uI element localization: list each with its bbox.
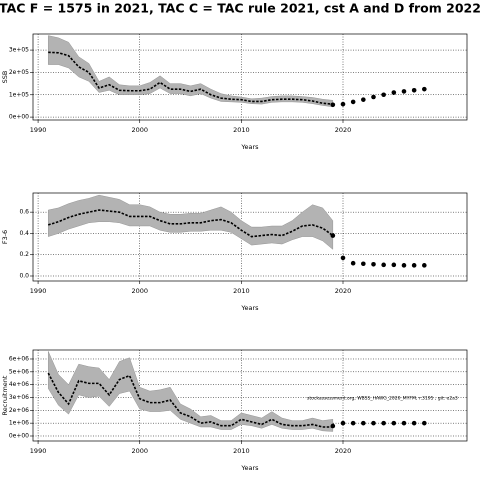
projection-point bbox=[401, 420, 407, 426]
projection-point bbox=[371, 420, 376, 426]
x-tick-label: 2000 bbox=[131, 126, 148, 134]
projection-point bbox=[411, 420, 417, 426]
projection-point bbox=[330, 423, 336, 429]
projection-point bbox=[361, 261, 366, 267]
projection-point bbox=[330, 233, 336, 238]
plot-frame bbox=[32, 192, 468, 282]
projection-point bbox=[422, 263, 427, 268]
projection-point bbox=[350, 99, 356, 105]
projection-point bbox=[422, 420, 427, 426]
projection-point bbox=[391, 420, 397, 426]
y-tick-label: 0.0 bbox=[19, 272, 29, 279]
y-axis-label: F3-6 bbox=[1, 230, 9, 244]
projection-point bbox=[381, 262, 386, 268]
projection-point bbox=[361, 420, 366, 426]
x-tick-label: 2010 bbox=[233, 287, 250, 295]
plot-frame bbox=[32, 349, 468, 442]
projection-point bbox=[361, 97, 366, 102]
x-axis-label: Years bbox=[240, 143, 259, 151]
y-tick-label: 0e+00 bbox=[9, 114, 29, 121]
projection-point bbox=[330, 102, 336, 108]
x-tick-label: 1990 bbox=[30, 126, 47, 134]
confidence-band bbox=[48, 194, 334, 250]
projection-point bbox=[391, 90, 397, 95]
projection-point bbox=[422, 86, 427, 92]
y-tick-label: 5e+06 bbox=[9, 368, 29, 375]
projection-point bbox=[401, 89, 407, 94]
y-tick-label: 1e+05 bbox=[9, 91, 29, 98]
projection-point bbox=[411, 263, 417, 268]
y-tick-label: 1e+06 bbox=[9, 420, 29, 427]
y-tick-label: 4e+06 bbox=[9, 381, 29, 388]
confidence-band bbox=[48, 351, 334, 432]
x-tick-label: 2010 bbox=[233, 126, 250, 134]
projection-point bbox=[340, 101, 346, 107]
x-tick-label: 2020 bbox=[335, 126, 352, 134]
projection-point bbox=[350, 420, 356, 426]
x-tick-label: 2020 bbox=[335, 447, 352, 455]
annotation: stockassessment.org, WBSS_HAWG_2020_MYFM… bbox=[307, 396, 458, 402]
projection-point bbox=[340, 255, 346, 261]
projection-point bbox=[340, 420, 346, 426]
projection-point bbox=[381, 92, 386, 98]
x-axis-label: Years bbox=[240, 304, 259, 312]
x-tick-label: 2000 bbox=[131, 447, 148, 455]
projection-point bbox=[350, 260, 356, 266]
projection-point bbox=[371, 94, 376, 100]
projection-point bbox=[401, 263, 407, 268]
estimate-line bbox=[48, 209, 334, 238]
projection-point bbox=[391, 262, 397, 268]
x-tick-label: 2020 bbox=[335, 287, 352, 295]
y-tick-label: 6e+06 bbox=[9, 355, 29, 362]
y-tick-label: 0e+00 bbox=[9, 432, 29, 439]
projection-point bbox=[411, 87, 417, 93]
y-tick-label: 0.2 bbox=[19, 251, 29, 258]
chart-title: TAC F = 1575 in 2021, TAC C = TAC rule 2… bbox=[0, 1, 480, 16]
plot-frame bbox=[32, 33, 468, 121]
y-axis-label: SSB bbox=[1, 71, 9, 84]
y-tick-label: 0.6 bbox=[19, 209, 29, 216]
x-tick-label: 1990 bbox=[30, 287, 47, 295]
x-tick-label: 1990 bbox=[30, 447, 47, 455]
x-tick-label: 2010 bbox=[233, 447, 250, 455]
projection-point bbox=[381, 420, 386, 426]
y-axis-label: Recruitment bbox=[1, 375, 9, 415]
projection-point bbox=[371, 261, 376, 267]
y-tick-label: 2e+05 bbox=[9, 69, 29, 76]
x-axis-label: Years bbox=[240, 464, 259, 472]
x-tick-label: 2000 bbox=[131, 287, 148, 295]
y-tick-label: 3e+06 bbox=[9, 394, 29, 401]
estimate-line bbox=[47, 372, 333, 428]
y-tick-label: 0.4 bbox=[19, 230, 29, 237]
y-tick-label: 3e+05 bbox=[9, 47, 29, 54]
y-tick-label: 2e+06 bbox=[9, 407, 29, 414]
estimate-line bbox=[48, 51, 333, 105]
